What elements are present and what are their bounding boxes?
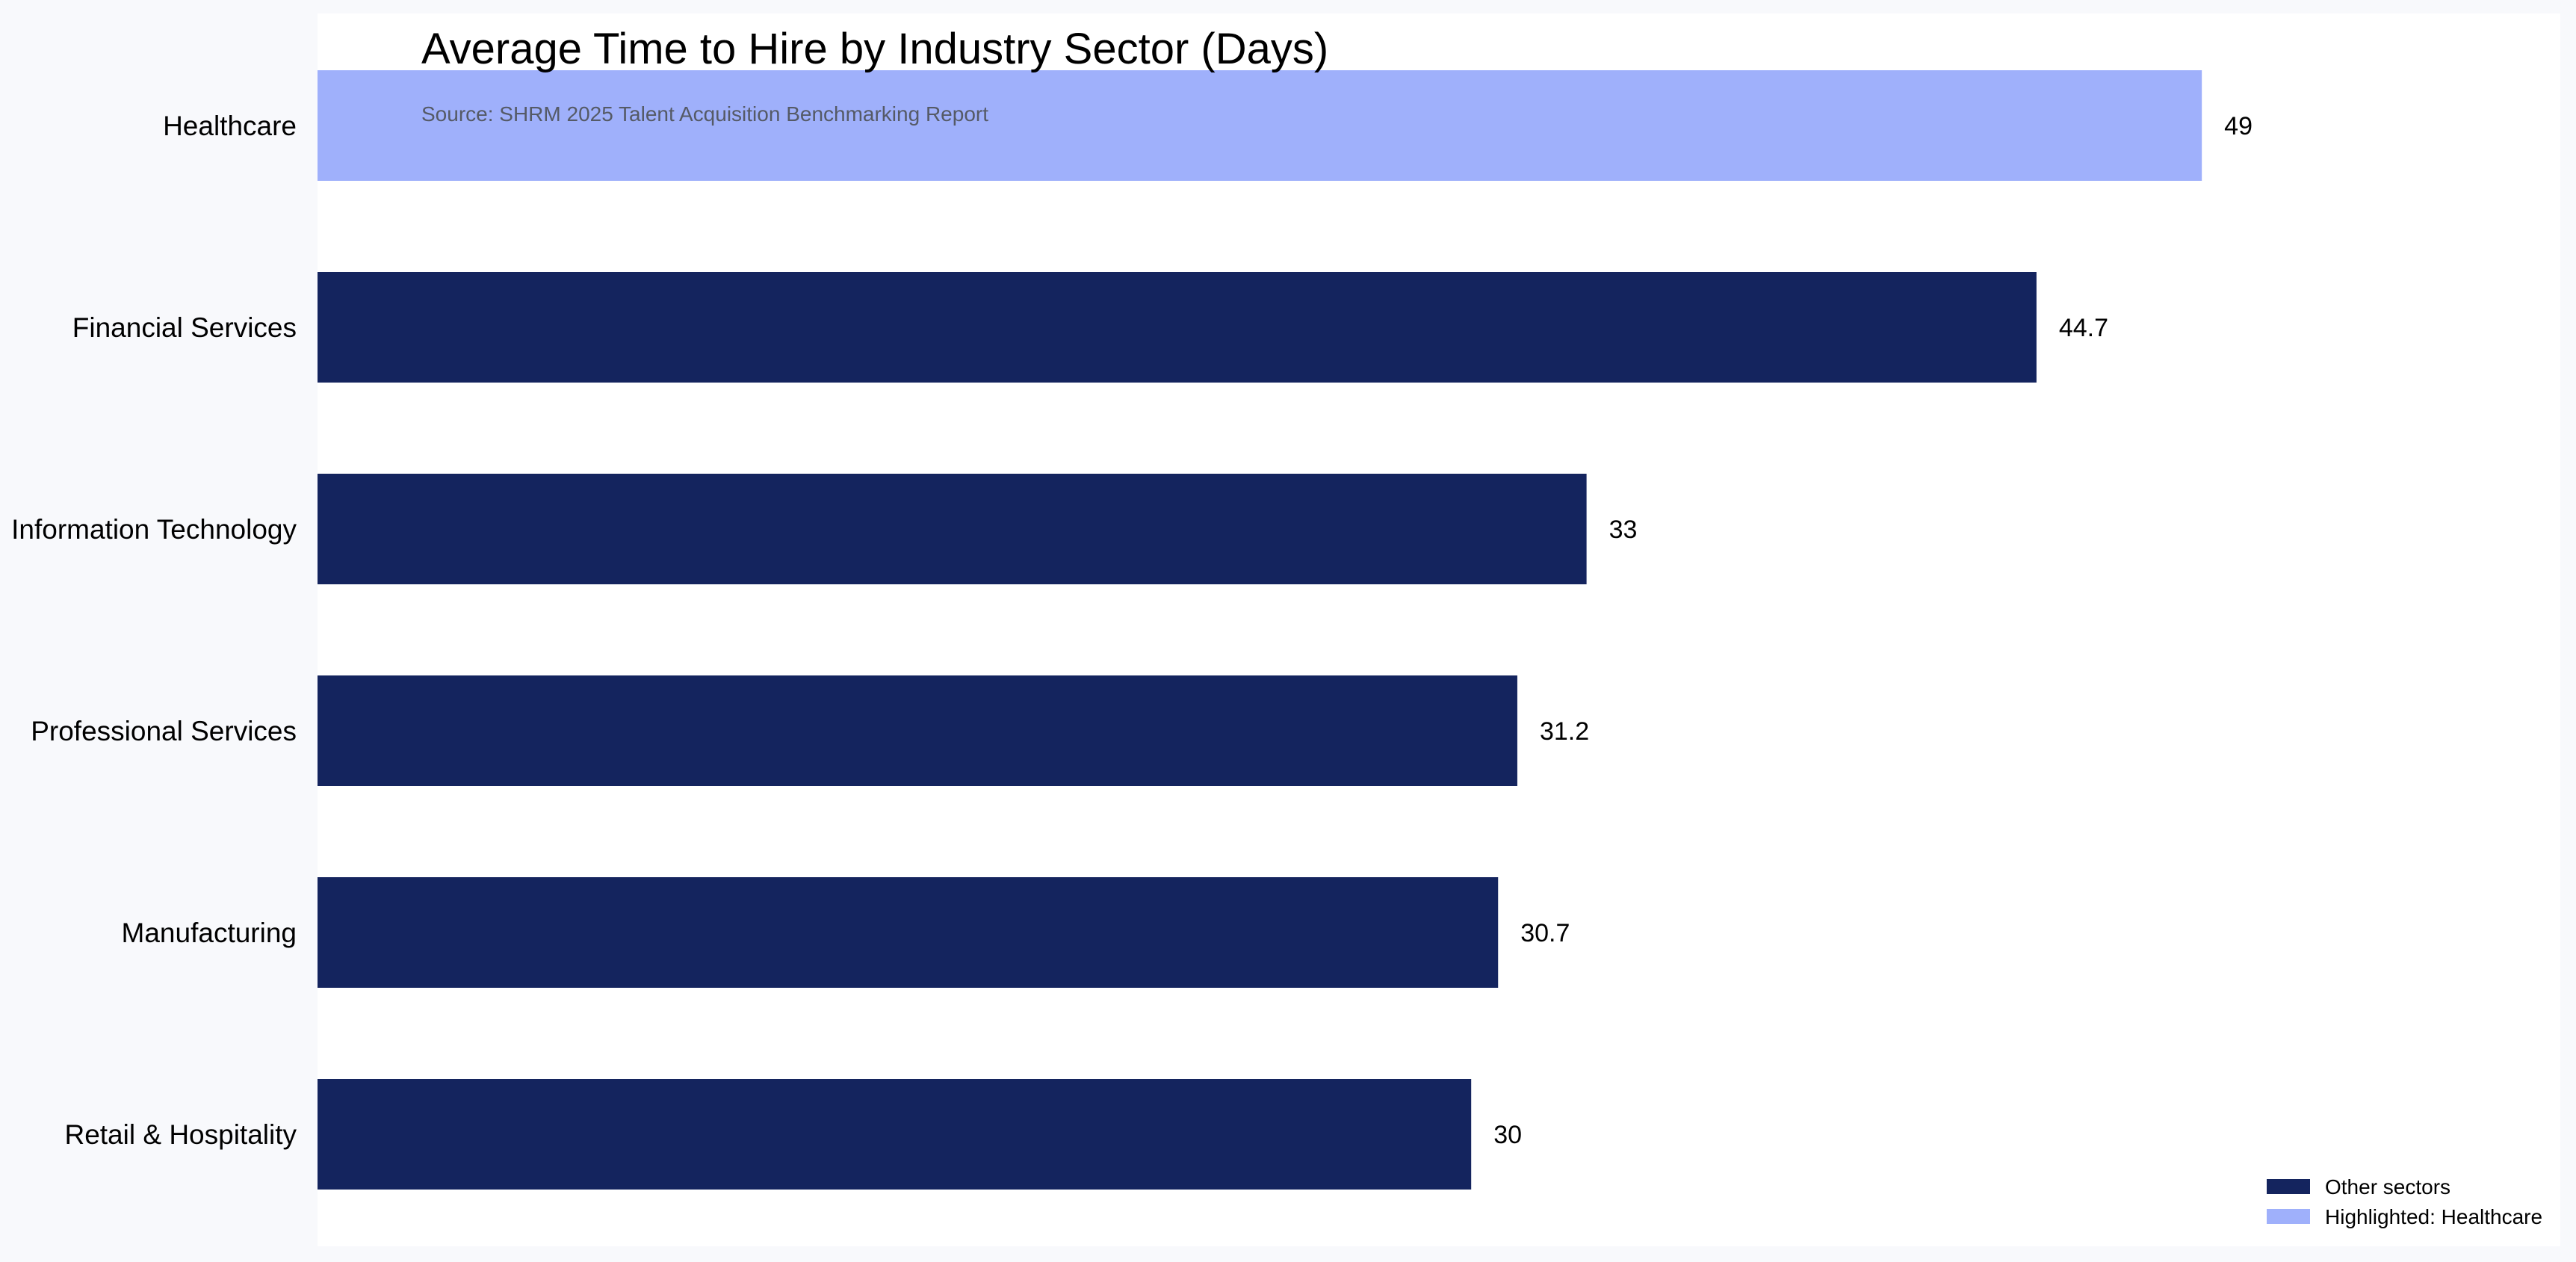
bar-healthcare — [318, 70, 2202, 181]
value-label-information-technology: 33 — [1609, 516, 1638, 544]
value-label-financial-services: 44.7 — [2059, 314, 2108, 342]
value-label-healthcare: 49 — [2224, 112, 2253, 140]
legend-label-other: Other sectors — [2325, 1175, 2450, 1198]
plot-panel — [318, 13, 2560, 1246]
value-label-manufacturing: 30.7 — [1520, 919, 1570, 947]
value-label-retail-hospitality: 30 — [1493, 1121, 1522, 1149]
category-label-financial-services: Financial Services — [72, 312, 297, 343]
category-labels: Healthcare Financial Services Information … — [11, 111, 297, 1150]
category-label-professional-services: Professional Services — [31, 716, 297, 746]
bar-professional-services — [318, 675, 1517, 786]
bar-information-technology — [318, 474, 1587, 584]
legend: Other sectors Highlighted: Healthcare — [2267, 1175, 2542, 1228]
value-labels: 49 44.7 33 31.2 30.7 30 — [1493, 112, 2253, 1149]
category-label-retail-hospitality: Retail & Hospitality — [64, 1119, 297, 1150]
bar-manufacturing — [318, 877, 1499, 988]
bar-financial-services — [318, 272, 2037, 383]
legend-swatch-highlighted — [2267, 1209, 2310, 1224]
chart-subtitle: Source: SHRM 2025 Talent Acquisition Ben… — [421, 102, 988, 126]
value-label-professional-services: 31.2 — [1540, 717, 1589, 746]
legend-swatch-other — [2267, 1179, 2310, 1194]
category-label-healthcare: Healthcare — [163, 111, 297, 141]
category-label-manufacturing: Manufacturing — [122, 918, 297, 948]
chart-title: Average Time to Hire by Industry Sector … — [421, 25, 1328, 73]
category-label-information-technology: Information Technology — [11, 514, 297, 545]
bars-layer — [318, 70, 2202, 1190]
bar-retail-hospitality — [318, 1079, 1472, 1190]
legend-label-highlighted: Highlighted: Healthcare — [2325, 1205, 2542, 1228]
